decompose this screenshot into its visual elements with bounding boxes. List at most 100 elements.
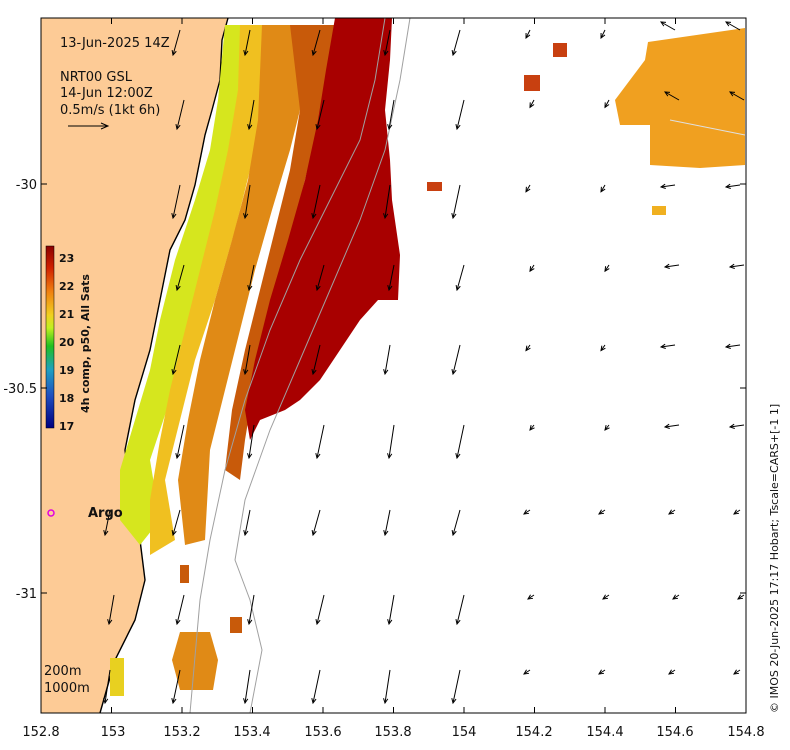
scale-label: 0.5m/s (1kt 6h) xyxy=(60,103,160,118)
colorbar-tick-21: 21 xyxy=(59,308,74,321)
current-vector-head xyxy=(525,345,531,352)
colorbar-tick-18: 18 xyxy=(59,392,74,405)
current-vector xyxy=(725,184,741,188)
current-vector xyxy=(456,594,465,625)
current-vector-head xyxy=(737,594,744,600)
current-vector xyxy=(452,29,461,56)
current-vector xyxy=(384,669,391,704)
current-vector-head xyxy=(315,453,321,460)
current-vector xyxy=(668,669,676,675)
current-vector-head xyxy=(451,213,457,220)
current-vector xyxy=(523,669,531,675)
current-vector xyxy=(104,509,111,536)
x-tick-154.2: 154.2 xyxy=(515,725,552,740)
current-vector xyxy=(452,669,461,704)
current-vector xyxy=(388,99,395,130)
current-vector-head xyxy=(387,619,393,626)
sst-cool-band xyxy=(120,25,262,545)
current-vector-head xyxy=(171,49,177,57)
current-vector-head xyxy=(387,453,393,460)
current-vector xyxy=(248,264,255,291)
sst-patch-south-3 xyxy=(180,565,189,583)
current-vector-head xyxy=(663,423,670,429)
current-vector-head xyxy=(311,49,317,57)
current-vector-head xyxy=(525,32,531,40)
current-vector xyxy=(456,99,465,130)
argo-label: Argo xyxy=(88,506,123,521)
current-vector-head xyxy=(523,509,530,515)
x-tick-153.6: 153.6 xyxy=(304,725,341,740)
current-vector-head xyxy=(243,213,249,220)
current-vector xyxy=(660,184,676,188)
x-tick-154.6: 154.6 xyxy=(656,725,693,740)
current-vector xyxy=(244,509,251,536)
current-vector xyxy=(172,344,181,375)
current-vector xyxy=(316,594,325,625)
current-vector xyxy=(244,184,251,219)
current-vector xyxy=(312,29,321,56)
current-vector-head xyxy=(315,284,321,292)
current-vector-head xyxy=(725,21,732,27)
coastline xyxy=(99,17,229,714)
current-vector xyxy=(176,424,185,459)
y-tick-minus30: -30 xyxy=(16,178,37,193)
current-vector-head xyxy=(451,369,457,376)
current-vector-head xyxy=(529,425,535,431)
date-label: 13-Jun-2025 14Z xyxy=(60,36,170,51)
current-vector xyxy=(248,99,255,130)
current-vector-head xyxy=(175,284,181,292)
current-vector xyxy=(598,509,606,515)
current-vector xyxy=(527,594,535,600)
current-vector-head xyxy=(724,343,731,349)
current-vector-head xyxy=(171,698,177,705)
current-vector-head xyxy=(107,619,113,626)
sst-yellow-band xyxy=(150,25,275,555)
current-vector xyxy=(248,424,255,459)
current-vector xyxy=(660,344,676,348)
current-vector xyxy=(452,344,461,375)
current-vector-head xyxy=(171,529,177,537)
current-vector-head xyxy=(733,509,740,515)
sst-patch-small-2 xyxy=(524,75,540,91)
sst-patch-small-4 xyxy=(652,206,666,215)
current-vector-head xyxy=(659,343,666,349)
current-vector xyxy=(312,669,321,704)
current-vector-head xyxy=(724,183,731,189)
current-vector-head xyxy=(729,91,736,97)
current-vector xyxy=(176,99,185,130)
sst-patch-south-2 xyxy=(110,658,124,696)
current-vector xyxy=(176,594,185,625)
current-vector-head xyxy=(247,619,253,626)
current-vector-head xyxy=(383,50,389,57)
current-vector-head xyxy=(383,530,389,537)
current-vector xyxy=(525,29,531,39)
current-vector xyxy=(312,344,321,375)
current-vector-head xyxy=(247,285,253,292)
current-vector-head xyxy=(247,124,253,131)
x-tick-153.4: 153.4 xyxy=(233,725,270,740)
current-vector xyxy=(452,509,461,536)
current-vector-head xyxy=(311,698,317,705)
current-vector-head xyxy=(604,266,610,273)
current-vector-head xyxy=(663,263,670,269)
current-vector xyxy=(600,29,606,39)
sst-mid-band xyxy=(178,25,320,545)
current-vector xyxy=(172,669,181,704)
x-tick-153.8: 153.8 xyxy=(374,725,411,740)
current-vector-head xyxy=(243,369,249,376)
colorbar: 23 22 21 20 19 18 17 4h comp, p50, All S… xyxy=(45,245,92,433)
current-vector xyxy=(602,594,610,600)
current-vector-head xyxy=(668,509,675,515)
current-vector-head xyxy=(103,530,109,537)
current-vector-head xyxy=(602,594,609,600)
current-vector-head xyxy=(455,124,461,131)
current-vector xyxy=(598,669,606,675)
sst-patch-small-3 xyxy=(427,182,442,191)
current-vector xyxy=(172,184,181,219)
current-vector-head xyxy=(604,425,610,431)
current-vector xyxy=(668,509,676,515)
current-vector xyxy=(312,184,321,219)
current-vector xyxy=(725,21,741,31)
current-vector xyxy=(733,509,741,515)
